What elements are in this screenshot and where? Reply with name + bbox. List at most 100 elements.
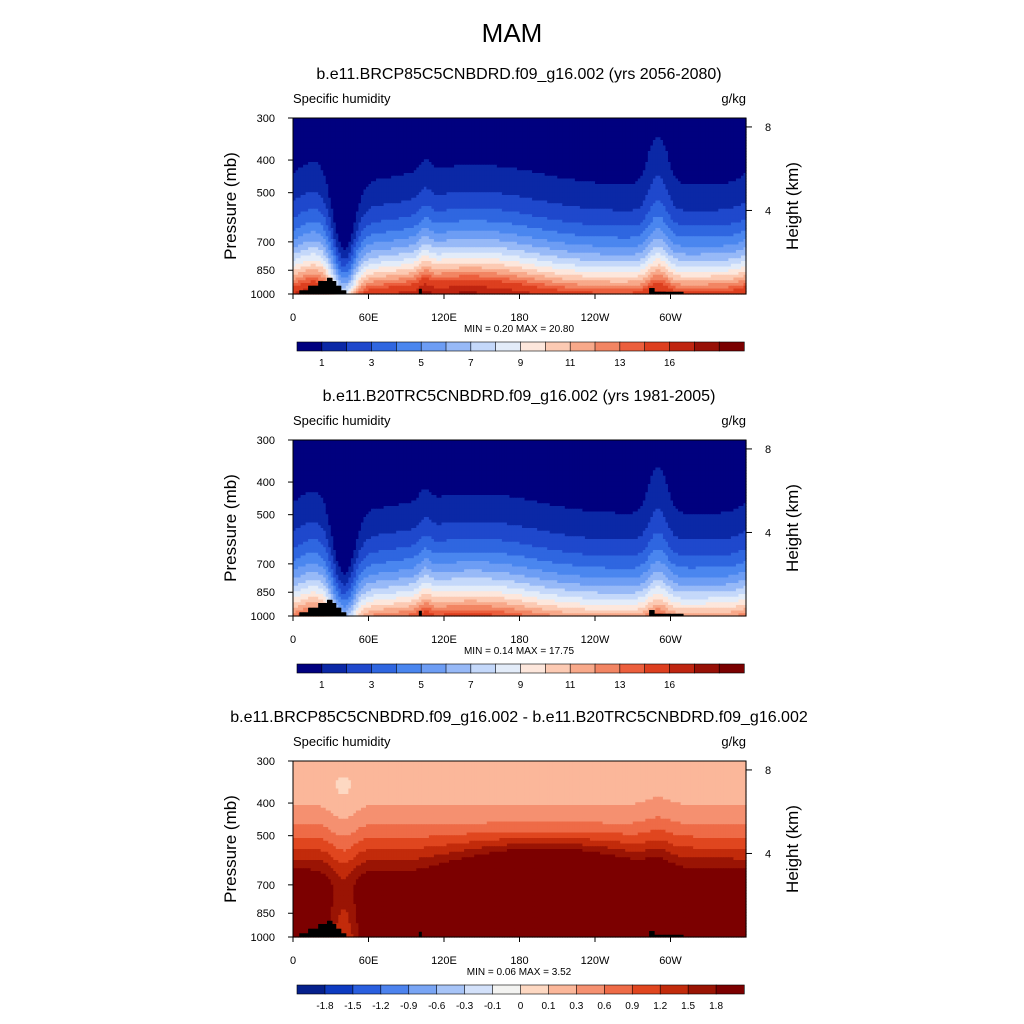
heatmap-cell [655,123,659,127]
heatmap-cell [511,126,516,130]
heatmap-cell [511,118,516,122]
heatmap-cell [436,123,440,127]
heatmap-cell [675,126,679,130]
heatmap-cell [363,140,367,144]
heatmap-cell [743,123,747,127]
heatmap-cell [660,134,664,138]
heatmap-cell [725,140,729,144]
heatmap-cell [338,142,342,147]
heatmap-cell [489,131,493,136]
heatmap-cell [438,145,443,149]
heatmap-cell [350,134,354,138]
heatmap-cell [635,145,639,149]
heatmap-cell [667,137,672,141]
heatmap-cell [723,131,727,136]
heatmap-cell [637,140,641,144]
heatmap-cell [516,145,521,149]
heatmap-cell [715,131,719,136]
heatmap-cell [441,142,445,147]
heatmap-cell [481,123,485,127]
heatmap-cell [552,137,556,141]
heatmap-cell [335,134,339,138]
heatmap-cell [320,126,324,130]
heatmap-cell [602,126,606,130]
heatmap-cell [693,131,697,136]
heatmap-cell [584,120,589,125]
heatmap-cell [451,137,455,141]
heatmap-cell [610,126,614,130]
heatmap-cell [743,134,747,138]
heatmap-cell [501,137,505,141]
heatmap-cell [506,118,511,122]
heatmap-cell [738,142,742,147]
heatmap-cell [650,131,654,136]
heatmap-cell [532,126,536,130]
heatmap-cell [552,145,556,149]
heatmap-cell [718,123,722,127]
heatmap-cell [300,142,304,147]
heatmap-cell [552,118,556,122]
heatmap-cell [413,118,417,122]
heatmap-cell [559,126,563,130]
heatmap-cell [421,140,425,144]
heatmap-cell [610,123,614,127]
heatmap-cell [335,137,339,141]
heatmap-cell [355,142,360,147]
heatmap-cell [355,137,360,141]
heatmap-cell [509,142,513,147]
heatmap-cell [489,145,493,149]
heatmap-cell [589,126,594,130]
heatmap-cell [328,123,332,127]
heatmap-cell [562,131,566,136]
heatmap-cell [652,118,656,122]
heatmap-cell [293,142,297,147]
heatmap-cell [562,123,566,127]
heatmap-cell [489,120,493,125]
heatmap-cell [725,118,729,122]
heatmap-cell [318,134,322,138]
heatmap-cell [355,129,360,133]
heatmap-cell [592,118,596,122]
heatmap-cell [320,123,324,127]
heatmap-cell [363,120,367,125]
heatmap-cell [559,137,563,141]
heatmap-cell [413,123,417,127]
heatmap-cell [428,123,433,127]
heatmap-cell [479,129,483,133]
heatmap-cell [353,137,357,141]
heatmap-cell [708,145,712,149]
heatmap-cell [333,126,337,130]
heatmap-cell [527,145,531,149]
heatmap-cell [428,131,433,136]
heatmap-cell [484,145,488,149]
heatmap-cell [358,120,362,125]
heatmap-cell [350,142,354,147]
heatmap-cell [476,126,480,130]
heatmap-cell [735,131,740,136]
heatmap-cell [365,137,370,141]
heatmap-cell [378,137,382,141]
heatmap-cell [652,126,656,130]
heatmap-cell [489,140,493,144]
heatmap-cell [464,134,468,138]
heatmap-cell [733,120,737,125]
heatmap-cell [308,140,312,144]
heatmap-cell [600,140,604,144]
heatmap-cell [532,142,536,147]
heatmap-cell [665,131,669,136]
heatmap-cell [625,123,629,127]
heatmap-cell [456,129,460,133]
heatmap-cell [368,126,372,130]
heatmap-cell [345,134,349,138]
heatmap-cell [499,123,503,127]
heatmap-cell [298,134,302,138]
heatmap-cell [353,131,357,136]
heatmap-cell [718,140,722,144]
heatmap-cell [630,123,634,127]
heatmap-cell [368,131,372,136]
heatmap-cell [667,118,672,122]
panel-variable-label: Specific humidity [293,91,391,106]
heatmap-cell [600,129,604,133]
heatmap-cell [587,134,591,138]
heatmap-cell [398,131,402,136]
